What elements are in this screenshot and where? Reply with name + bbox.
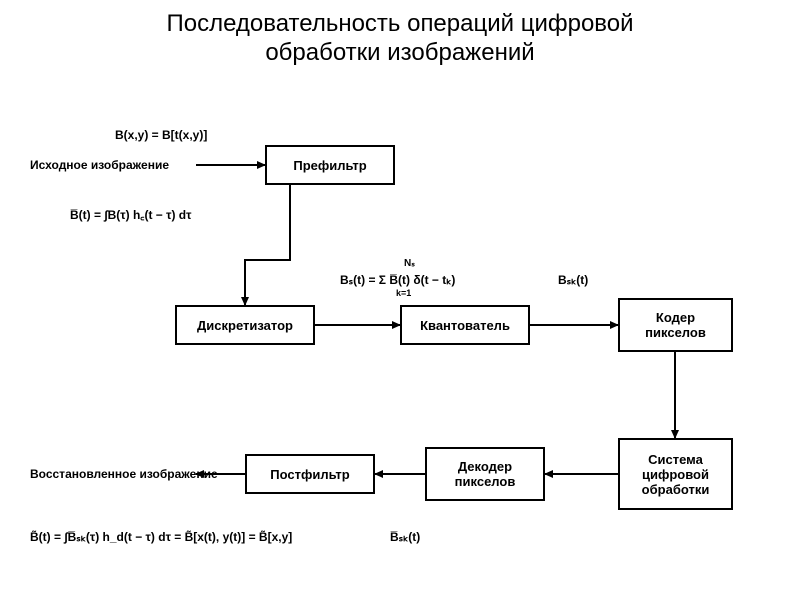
node-encoder: Кодер пикселов (618, 298, 733, 352)
label-eq-sampler: Bₛ(t) = Σ B̅(t) δ(t − tₖ) (340, 273, 455, 287)
label-eq-postfilter: B͂(t) = ∫B̅ₛₖ(τ) h_d(t − τ) dτ = B͂[x(t)… (30, 530, 292, 544)
page-title: Последовательность операций цифровой обр… (0, 10, 800, 68)
label-eq-quantizer: Bₛₖ(t) (558, 273, 588, 287)
label-eq-input: B(x,y) = B[t(x,y)] (115, 128, 207, 142)
label-reconstructed-image: Восстановленное изображение (30, 467, 218, 481)
node-sampler: Дискретизатор (175, 305, 315, 345)
label-eq-prefilter: B̅(t) = ∫B(τ) h꜀(t − τ) dτ (70, 206, 192, 223)
node-prefilter: Префильтр (265, 145, 395, 185)
label-eq-sampler-lower: k=1 (396, 288, 411, 298)
node-postfilter: Постфильтр (245, 454, 375, 494)
label-eq-sampler-upper: Nₛ (404, 258, 415, 269)
label-eq-decoder: B̅ₛₖ(t) (390, 530, 420, 544)
node-quantizer: Квантователь (400, 305, 530, 345)
node-dsp: Система цифровой обработки (618, 438, 733, 510)
node-decoder: Декодер пикселов (425, 447, 545, 501)
label-source-image: Исходное изображение (30, 158, 169, 172)
